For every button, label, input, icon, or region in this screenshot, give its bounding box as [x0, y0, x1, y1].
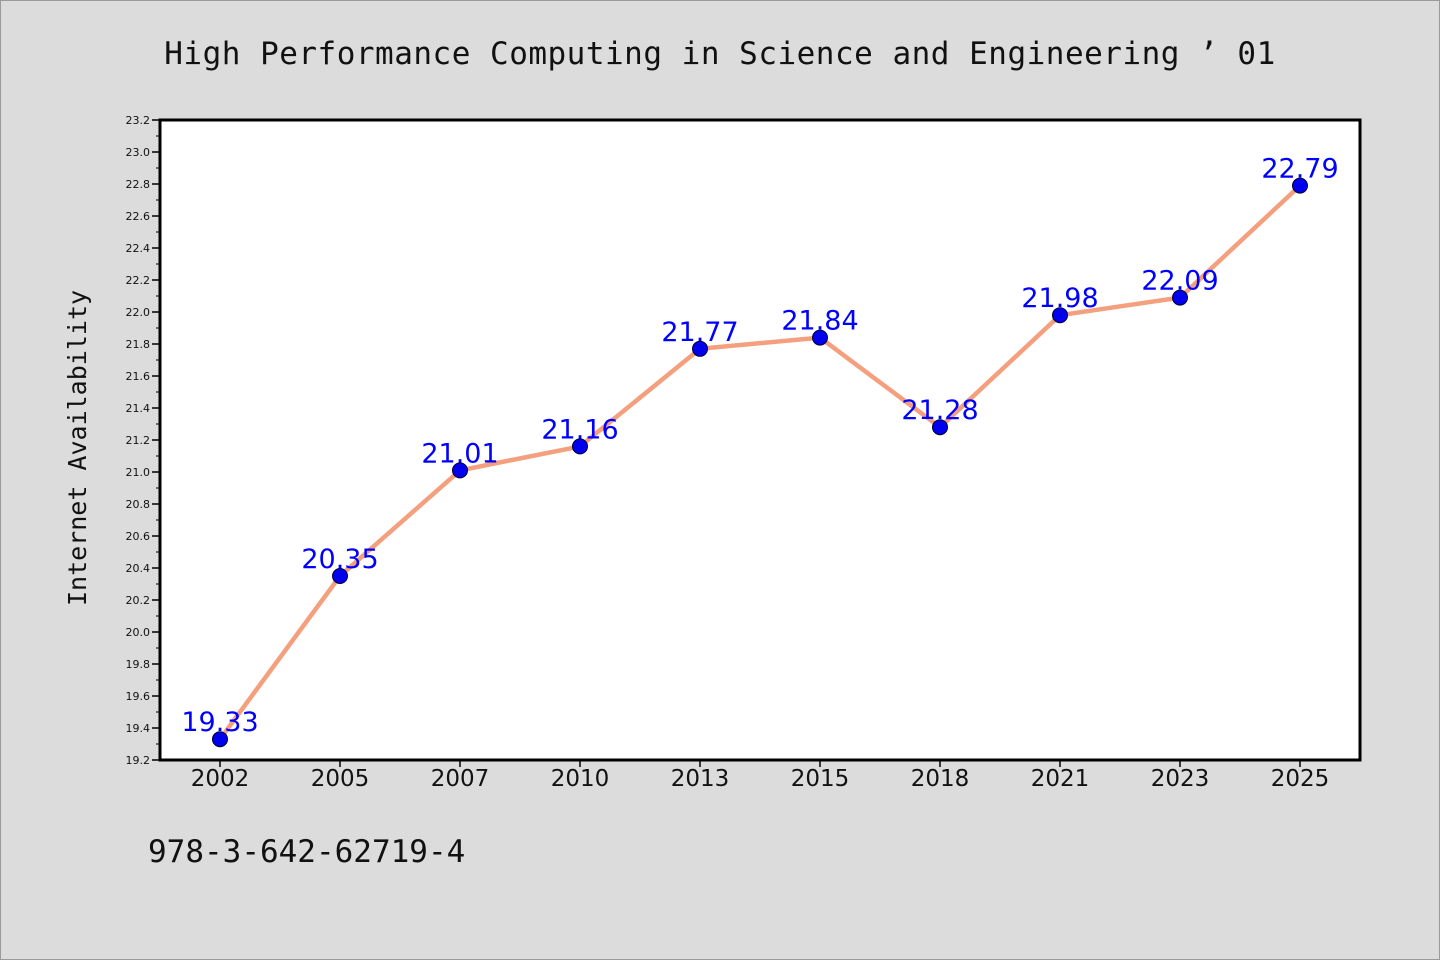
x-tick-label: 2021: [1031, 766, 1090, 792]
y-tick-label: 20.0: [126, 626, 151, 639]
data-label: 20.35: [301, 544, 378, 575]
data-label: 21.98: [1021, 283, 1098, 314]
x-tick-label: 2015: [791, 766, 850, 792]
plot-area: [158, 118, 1362, 762]
y-tick-label: 22.8: [126, 178, 151, 191]
y-tick-label: 23.0: [126, 146, 151, 159]
data-point: [212, 731, 228, 748]
x-tick-label: 2025: [1271, 766, 1330, 792]
x-tick-label: 2023: [1151, 766, 1210, 792]
data-label: 22.79: [1261, 154, 1338, 185]
y-tick-label: 21.2: [126, 434, 151, 447]
y-tick-label: 21.0: [126, 466, 151, 479]
data-label: 21.77: [661, 317, 738, 348]
data-point: [332, 568, 348, 584]
y-tick-label: 21.6: [126, 370, 151, 383]
x-tick-label: 2013: [671, 766, 730, 792]
data-point: [1292, 177, 1308, 194]
data-label: 22.09: [1141, 266, 1218, 297]
data-point: [812, 329, 828, 346]
y-tick-label: 19.8: [126, 658, 151, 671]
y-axis: 19.2 19.4 19.6 19.8 20.0 20.2 20.4 20.6 20.8 21.0…: [126, 114, 160, 767]
y-tick-label: 20.4: [126, 562, 151, 575]
y-tick-label: 21.4: [126, 402, 151, 415]
x-tick-label: 2005: [311, 766, 370, 792]
y-tick-label: 19.4: [126, 722, 151, 735]
y-tick-label: 20.6: [126, 530, 151, 543]
y-tick-label: 21.8: [126, 338, 151, 351]
y-tick-label: 19.6: [126, 690, 151, 703]
x-tick-label: 2002: [191, 766, 250, 792]
y-tick-label: 20.2: [126, 594, 151, 607]
data-point: [452, 462, 468, 479]
x-tick-label: 2010: [551, 766, 610, 792]
data-label: 21.01: [421, 438, 498, 469]
data-label: 21.16: [541, 414, 618, 445]
data-point: [1172, 289, 1188, 306]
data-label: 21.28: [901, 395, 978, 426]
data-point: [572, 438, 588, 455]
y-tick-label: 20.8: [126, 498, 151, 511]
chart-title: High Performance Computing in Science an…: [164, 36, 1276, 72]
data-point: [1052, 307, 1068, 324]
y-tick-label: 22.6: [126, 210, 151, 223]
data-label: 21.84: [781, 306, 858, 337]
y-tick-label: 23.2: [126, 114, 151, 127]
series: 19.33 20.35 21.01 21.16 21.77 21.84 21.28 21.98…: [181, 154, 1339, 748]
isbn-note: 978-3-642-62719-4: [148, 834, 466, 870]
y-tick-label: 22.2: [126, 274, 151, 287]
data-point: [692, 340, 708, 357]
data-label: 19.33: [181, 707, 258, 738]
data-point: [932, 419, 948, 436]
y-tick-label: 22.4: [126, 242, 151, 255]
x-tick-label: 2007: [431, 766, 490, 792]
y-axis-label: Internet Availability: [63, 290, 92, 606]
y-tick-label: 19.2: [126, 754, 151, 767]
series-line: [217, 183, 1303, 742]
x-axis: 2002 2005 2007 2010 2013 2015 2018 2021 2023 2025: [191, 760, 1330, 792]
y-tick-label: 22.0: [126, 306, 151, 319]
x-tick-label: 2018: [911, 766, 970, 792]
